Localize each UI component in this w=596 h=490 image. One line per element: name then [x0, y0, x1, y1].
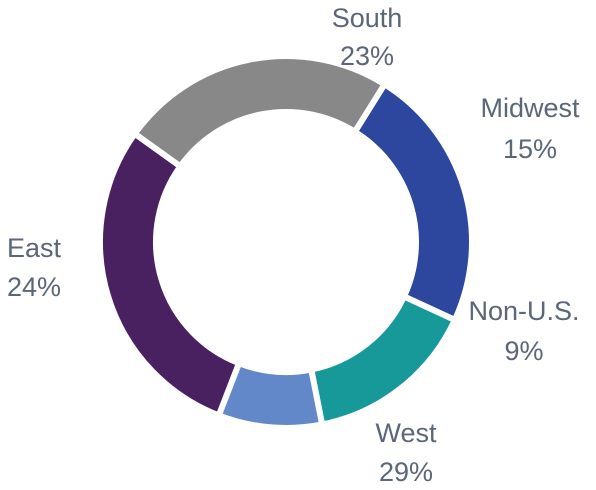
label-east-value: 24%	[7, 272, 61, 302]
donut-slices	[97, 53, 475, 431]
slice-south	[350, 80, 475, 325]
slice-midwest	[307, 292, 459, 428]
label-nonus-value: 9%	[504, 336, 543, 366]
slice-west	[97, 129, 243, 420]
label-midwest-value: 15%	[503, 134, 557, 164]
label-south-value: 23%	[340, 41, 394, 71]
label-south-name: South	[332, 3, 403, 33]
label-nonus-name: Non-U.S.	[468, 296, 579, 326]
label-west-value: 29%	[379, 457, 433, 487]
label-west-name: West	[375, 418, 437, 448]
slice-east	[130, 53, 389, 171]
label-east-name: East	[7, 233, 62, 263]
label-midwest-name: Midwest	[480, 93, 580, 123]
